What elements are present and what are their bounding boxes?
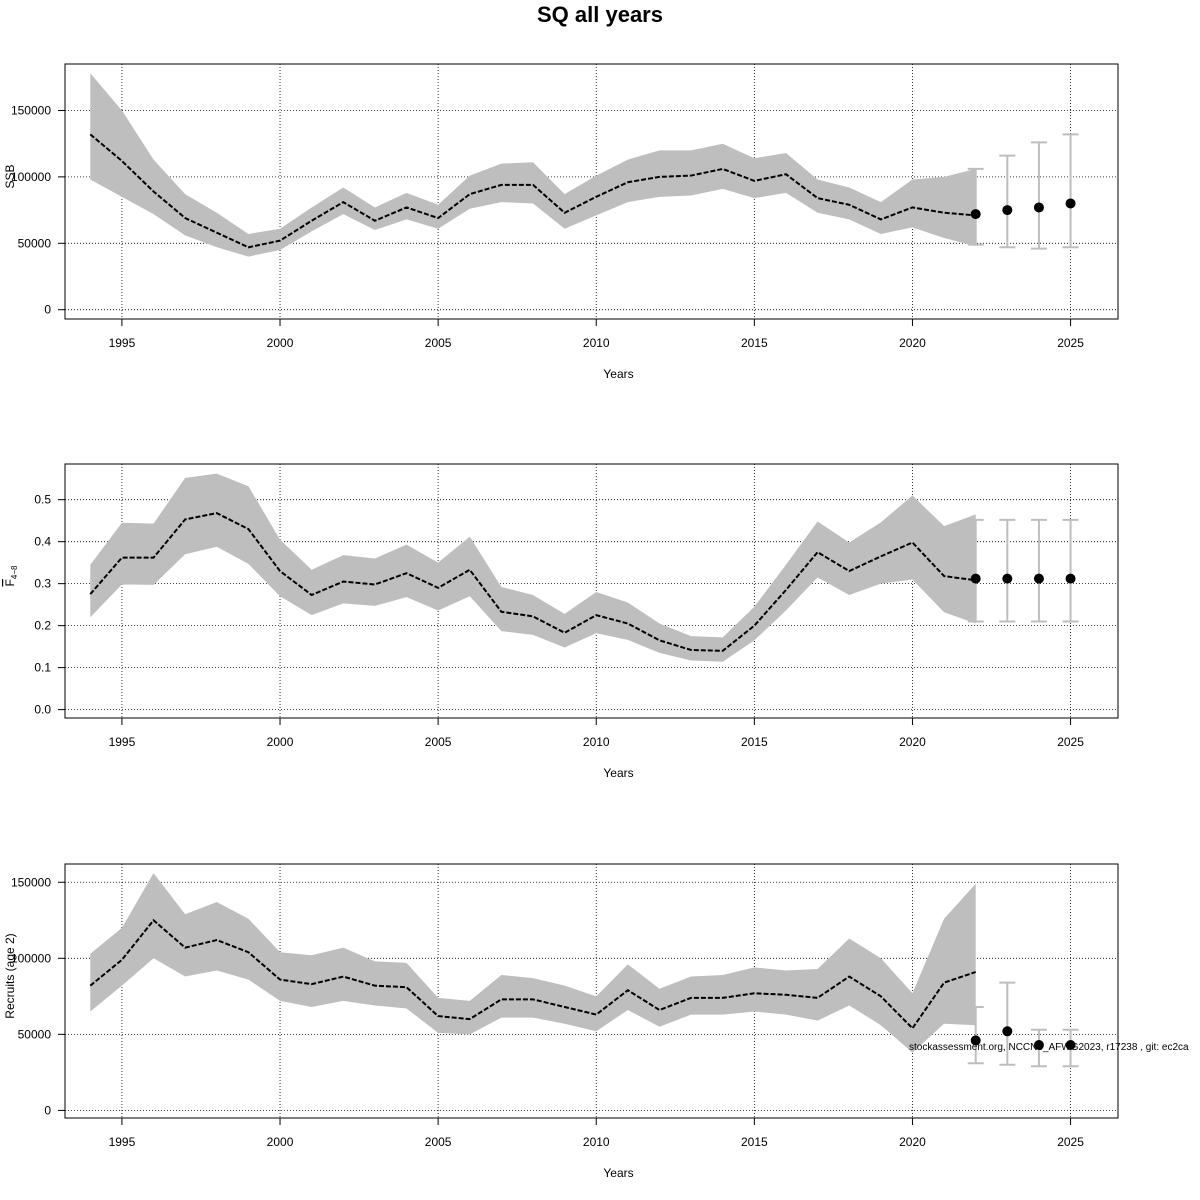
ssb-xtick-label: 2000 bbox=[267, 336, 294, 350]
fbar-estimate-line bbox=[89, 512, 976, 652]
recruits-xtick-label: 2025 bbox=[1057, 1135, 1084, 1149]
recruits-xaxis-label: Years bbox=[603, 1166, 633, 1180]
fbar-xtick-label: 2020 bbox=[899, 735, 926, 749]
fbar-confidence-band bbox=[90, 473, 976, 662]
ssb-plot-frame bbox=[64, 63, 1119, 320]
fbar-forecast-point bbox=[1065, 573, 1076, 584]
fbar-xtick-label: 2025 bbox=[1057, 735, 1084, 749]
fbar-ytick-label: 0.2 bbox=[34, 619, 51, 633]
ssb-ytick-label: 150000 bbox=[11, 103, 51, 117]
fbar-forecast-point bbox=[1002, 573, 1013, 584]
recruits-xtick-label: 2020 bbox=[899, 1135, 926, 1149]
figure-title: SQ all years bbox=[537, 2, 663, 27]
fbar-forecast-point bbox=[970, 573, 981, 584]
fbar-xtick-label: 2005 bbox=[425, 735, 452, 749]
fbar-xaxis-label: Years bbox=[603, 766, 633, 780]
fbar-xtick-label: 2015 bbox=[741, 735, 768, 749]
fbar-xtick-label: 2010 bbox=[583, 735, 610, 749]
ssb-forecast-point bbox=[1002, 205, 1013, 216]
recruits-panel: 1995 2000 2005 2010 2015 2020 2025 0 50000 100000… bbox=[3, 863, 1119, 1180]
ssb-xtick-label: 2010 bbox=[583, 336, 610, 350]
ssb-xtick-label: 2015 bbox=[741, 336, 768, 350]
recruits-xtick-label: 2015 bbox=[741, 1135, 768, 1149]
ssb-xtick-label: 2005 bbox=[425, 336, 452, 350]
ssb-ytick-label: 50000 bbox=[18, 236, 52, 250]
footer-note: stockassessment.org, NCCN8_AFWG2023, r17… bbox=[909, 1042, 1189, 1053]
recruits-forecast-point bbox=[1065, 1039, 1076, 1050]
fbar-ytick-label: 0.3 bbox=[34, 577, 51, 591]
fbar-xtick-label: 1995 bbox=[109, 735, 136, 749]
fbar-yaxis-label: F4−8 bbox=[3, 565, 19, 586]
ssb-xtick-label: 2020 bbox=[899, 336, 926, 350]
recruits-confidence-band bbox=[90, 873, 976, 1053]
recruits-yaxis-label: Recruits (age 2) bbox=[3, 933, 17, 1018]
ssb-yaxis-label: SSB bbox=[3, 164, 17, 188]
ssb-estimate-line bbox=[89, 133, 976, 249]
recruits-ytick-label: 50000 bbox=[18, 1027, 52, 1041]
recruits-ytick-label: 0 bbox=[44, 1103, 51, 1117]
fbar-xtick-label: 2000 bbox=[267, 735, 294, 749]
recruits-forecast-point bbox=[1002, 1026, 1013, 1037]
recruits-ytick-label: 150000 bbox=[11, 875, 51, 889]
fbar-ytick-label: 0.0 bbox=[34, 703, 51, 717]
ssb-ytick-label: 100000 bbox=[11, 170, 51, 184]
recruits-forecast-point bbox=[1033, 1039, 1044, 1050]
ssb-xtick-label: 1995 bbox=[109, 336, 136, 350]
recruits-xtick-label: 1995 bbox=[109, 1135, 136, 1149]
fbar-forecast-point bbox=[1033, 573, 1044, 584]
recruits-xtick-label: 2000 bbox=[267, 1135, 294, 1149]
ssb-xtick-label: 2025 bbox=[1057, 336, 1084, 350]
recruits-xtick-label: 2010 bbox=[583, 1135, 610, 1149]
recruits-ytick-label: 100000 bbox=[11, 951, 51, 965]
ssb-ytick-label: 0 bbox=[44, 303, 51, 317]
fbar-panel: 1995 2000 2005 2010 2015 2020 2025 0.0 0.1 0.2 0.3… bbox=[3, 463, 1119, 780]
ssb-confidence-band bbox=[90, 73, 976, 257]
recruits-forecast-point bbox=[970, 1035, 981, 1046]
fbar-plot-frame bbox=[64, 463, 1119, 719]
ssb-forecast-point bbox=[1065, 198, 1076, 209]
fbar-yaxis-label-subscript: 4−8 bbox=[10, 565, 19, 579]
ssb-forecast-point bbox=[1033, 202, 1044, 213]
recruits-estimate-line bbox=[89, 918, 977, 1030]
fbar-yaxis-label-main: F bbox=[3, 579, 17, 586]
ssb-forecast-point bbox=[970, 209, 981, 220]
fbar-ytick-label: 0.1 bbox=[34, 661, 51, 675]
fbar-ytick-label: 0.4 bbox=[34, 535, 51, 549]
ssb-panel: 1995 2000 2005 2010 2015 2020 2025 0 50000 100000… bbox=[3, 63, 1119, 381]
recruits-xtick-label: 2005 bbox=[425, 1135, 452, 1149]
ssb-xaxis-label: Years bbox=[603, 367, 633, 381]
recruits-plot-frame bbox=[64, 863, 1119, 1119]
fbar-ytick-label: 0.5 bbox=[34, 493, 51, 507]
